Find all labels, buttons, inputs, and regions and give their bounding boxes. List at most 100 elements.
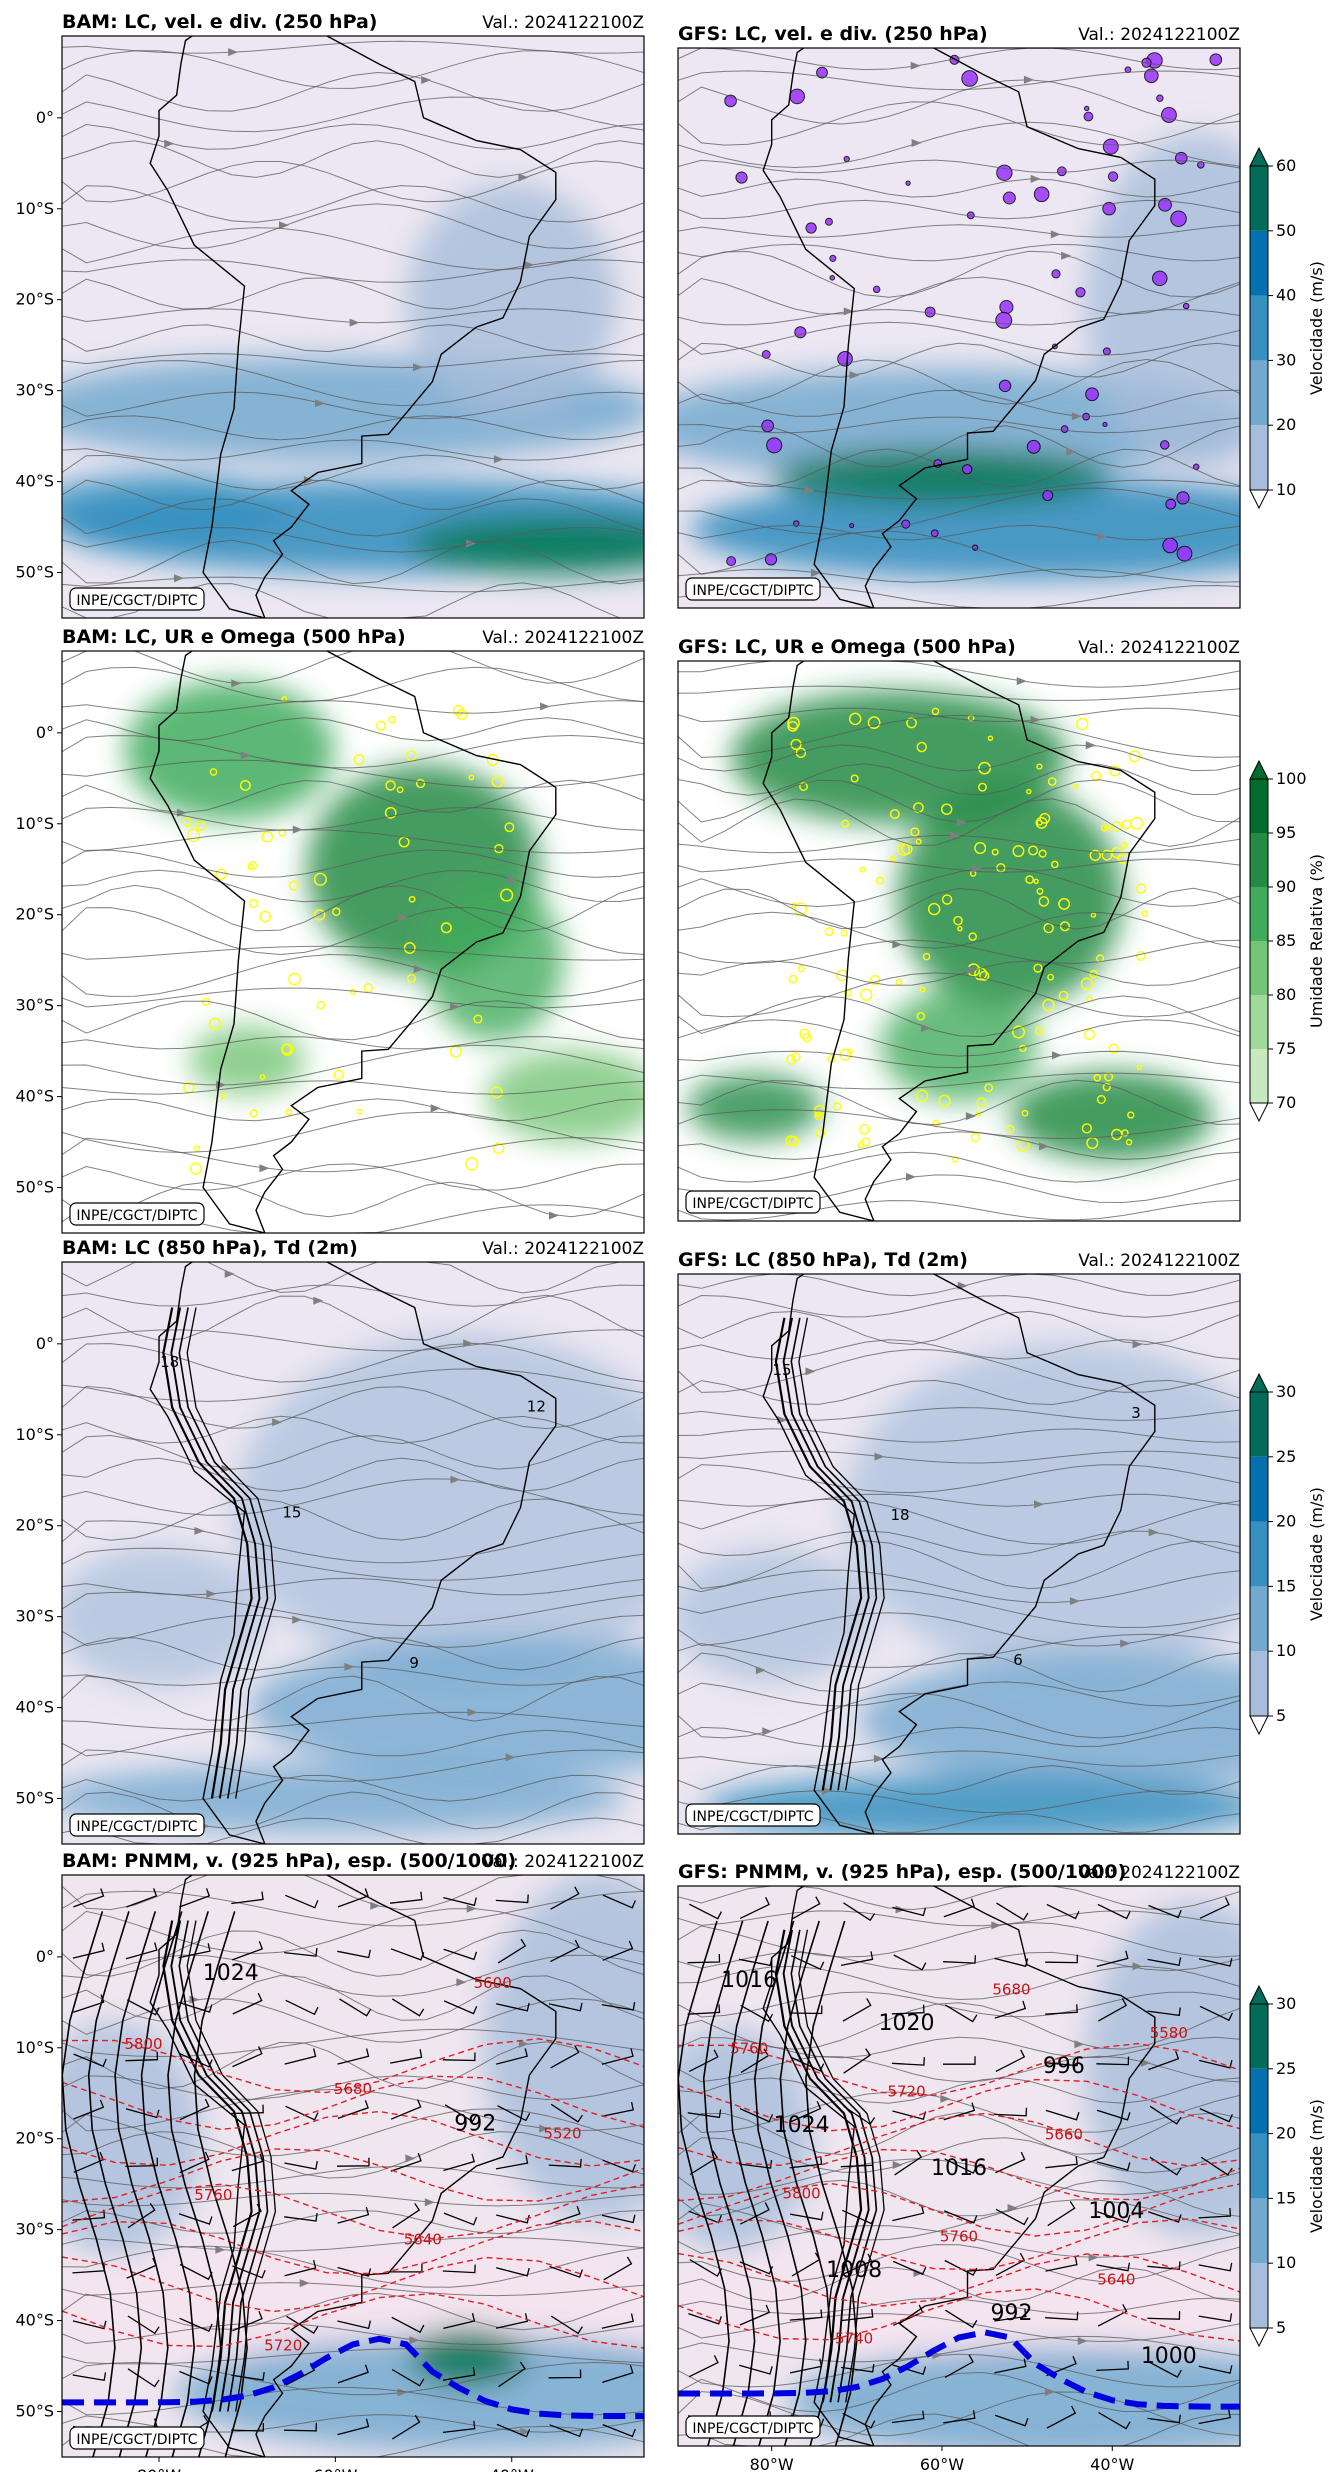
colorbar-tick-label: 85 [1276, 931, 1296, 950]
colorbar-segment [1250, 166, 1268, 231]
lon-tick-label: 40°W [1090, 2455, 1134, 2472]
colorbar-segment [1250, 779, 1268, 833]
panel-title: GFS: LC, vel. e div. (250 hPa) [678, 23, 988, 45]
panel-title: BAM: LC (850 hPa), Td (2m) [62, 1237, 358, 1259]
lon-tick-label: 60°W [313, 2466, 357, 2472]
lat-tick-label: 40°S [15, 1698, 54, 1717]
map-frame [61, 1874, 645, 2458]
contour-label: 1024 [774, 2113, 830, 2138]
credit-text: INPE/CGCT/DIPTC [692, 1196, 813, 1212]
field-shading [678, 1342, 1240, 1834]
colorbar-extend-max [1249, 146, 1269, 167]
colorbar-extend-min [1249, 1102, 1269, 1123]
colorbar-segment [1250, 2198, 1268, 2264]
colorbar-label: Velocidade (m/s) [1307, 2099, 1326, 2233]
coastline [149, 651, 557, 1233]
colorbar-segment [1250, 2263, 1268, 2328]
contour-label: 5760 [194, 2186, 232, 2204]
contour-label: 5660 [1045, 2126, 1083, 2144]
colorbar-extend-min [1249, 2327, 1269, 2348]
contour-label: 5720 [887, 2083, 925, 2101]
lat-tick-label: 30°S [15, 996, 54, 1015]
map-frame [61, 650, 645, 1234]
map-frame [61, 1261, 645, 1845]
panel-title: GFS: LC (850 hPa), Td (2m) [678, 1249, 968, 1271]
panel-title: BAM: LC, vel. e div. (250 hPa) [62, 11, 378, 33]
credit-text: INPE/CGCT/DIPTC [76, 593, 197, 609]
colorbar-segment [1250, 230, 1268, 296]
colorbar-segment [1250, 295, 1268, 361]
colorbar-tick-label: 5 [1276, 2318, 1286, 2337]
colorbar-tick-label: 25 [1276, 1447, 1296, 1466]
credit-badge: INPE/CGCT/DIPTC [685, 577, 821, 601]
colorbar-tick-label: 20 [1276, 2124, 1296, 2143]
lat-tick-label: 40°S [15, 2311, 54, 2330]
colorbar-tick-label: 70 [1276, 1093, 1296, 1112]
colorbar-tick-label: 10 [1276, 480, 1296, 499]
contour-label: 5720 [264, 2336, 302, 2354]
trough-axis [62, 2335, 644, 2420]
colorbar-label: Velocidade (m/s) [1307, 261, 1326, 395]
isobars [62, 1911, 248, 2457]
contour-label: 5680 [992, 1981, 1030, 1999]
credit-badge: INPE/CGCT/DIPTC [685, 1190, 821, 1214]
credit-badge: INPE/CGCT/DIPTC [69, 2426, 205, 2450]
divergence-contours [724, 52, 1223, 567]
map-panel-gfs-2: INPE/CGCT/DIPTC GFS: LC, vel. e div. (250… [677, 23, 1241, 609]
andes-contour [774, 1929, 863, 2403]
credit-badge: INPE/CGCT/DIPTC [685, 1803, 821, 1827]
lon-tick-label: 80°W [750, 2455, 794, 2472]
colorbar: 5 10 15 20 25 30 Velocidade (m/s) [1249, 1372, 1326, 1736]
contour-label: 1000 [1141, 2344, 1197, 2369]
contour-label: 5800 [783, 2184, 821, 2202]
andes-contour [162, 1920, 253, 2412]
contour-label: 5800 [124, 2035, 162, 2053]
panel-title: GFS: PNMM, v. (925 hPa), esp. (500/1000) [678, 1861, 1126, 1883]
colorbar-segment [1250, 1651, 1268, 1716]
thickness-contours [62, 2038, 644, 2349]
panel-title: GFS: LC, UR e Omega (500 hPa) [678, 636, 1016, 658]
colorbar: 5 10 15 20 25 30 Velocidade (m/s) [1249, 1984, 1326, 2348]
andes-contour [170, 1920, 261, 2412]
contour-label: 15 [772, 1361, 791, 1379]
lat-tick-label: 50°S [15, 1178, 54, 1197]
credit-text: INPE/CGCT/DIPTC [692, 583, 813, 599]
map-panel-bam-1: INPE/CGCT/DIPTC BAM: LC, vel. e div. (250… [61, 11, 645, 619]
contour-label: 5580 [1150, 2024, 1188, 2042]
valid-time: Val.: 2024122100Z [1078, 638, 1240, 658]
contour-label: 992 [990, 2301, 1032, 2326]
lat-tick-label: 0° [36, 1334, 54, 1353]
colorbar-segment [1250, 1521, 1268, 1587]
contour-label: 5640 [1097, 2271, 1135, 2289]
valid-time: Val.: 2024122100Z [1078, 1863, 1240, 1883]
andes-contour [178, 1920, 269, 2412]
colorbar: 70 75 80 85 90 95 100 Umidade Relativa (%) [1249, 759, 1326, 1123]
andes-contour [186, 1920, 277, 2412]
colorbar-extend-max [1249, 759, 1269, 780]
lat-tick-label: 30°S [15, 1607, 54, 1626]
colorbar-segment [1250, 887, 1268, 941]
lat-tick-label: 20°S [15, 2129, 54, 2148]
andes-contour [798, 1317, 885, 1791]
colorbar-tick-label: 5 [1276, 1706, 1286, 1725]
andes-contour [790, 1929, 878, 2403]
colorbar-segment [1250, 833, 1268, 887]
coastline [762, 1886, 1156, 2446]
coastline [762, 1274, 1156, 1834]
colorbar-tick-label: 30 [1276, 1382, 1296, 1401]
panel-title: BAM: LC, UR e Omega (500 hPa) [62, 626, 406, 648]
lat-tick-label: 40°S [15, 1087, 54, 1106]
lat-tick-label: 10°S [15, 2038, 54, 2057]
colorbar-segment [1250, 1049, 1268, 1103]
colorbar-tick-label: 80 [1276, 985, 1296, 1004]
colorbar-segment [1250, 425, 1268, 490]
valid-time: Val.: 2024122100Z [482, 1852, 644, 1872]
contour-label: 992 [454, 2111, 496, 2136]
colorbar-tick-label: 10 [1276, 1641, 1296, 1660]
contour-label: 18 [160, 1353, 179, 1371]
colorbar-label: Velocidade (m/s) [1307, 1487, 1326, 1621]
lat-tick-label: 40°S [15, 472, 54, 491]
lat-tick-label: 0° [36, 108, 54, 127]
contour-label: 9 [409, 1654, 419, 1672]
